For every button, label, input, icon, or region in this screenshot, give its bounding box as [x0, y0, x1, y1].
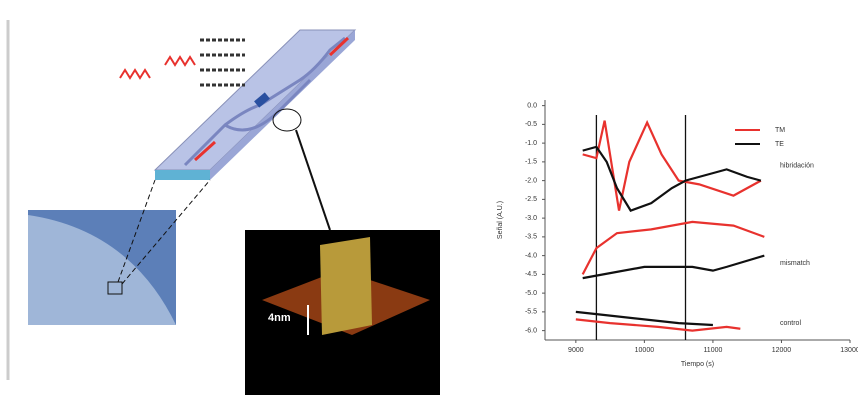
- y-tick-label: -3.0: [525, 215, 537, 222]
- y-tick-label: -2.5: [525, 196, 537, 203]
- data-line: [583, 256, 765, 279]
- chart: 0.0 -0.5 -1.0 -1.5 -2.0 -2.5 -3.0 -3.5 -4.0 -4.5 -…: [497, 100, 858, 368]
- chip-edge: [155, 170, 210, 180]
- y-tick-label: -1.5: [525, 159, 537, 166]
- afm-step: [320, 237, 372, 335]
- annotation: control: [780, 320, 801, 327]
- legend-label: TM: [775, 127, 785, 134]
- y-tick-label: -1.0: [525, 140, 537, 147]
- data-line: [583, 121, 761, 211]
- annotation: hibridación: [780, 162, 814, 169]
- y-axis-label: Señal (A.U.): [497, 201, 504, 239]
- annotation: mismatch: [780, 260, 810, 267]
- zoom-line: [296, 130, 330, 230]
- x-tick-label: 12000: [772, 347, 792, 354]
- waveguide-chip: [155, 30, 355, 170]
- page: {"illustration": {"height_label": "4nm"}…: [0, 0, 858, 401]
- figure: 4nm 0.0 -0.5 -1.0 -1.5 -2.0 -2.5 -3.0 -3.5 -4.0 -…: [0, 0, 858, 401]
- zoom-circle: [273, 109, 301, 131]
- x-tick-label: 9000: [568, 347, 584, 354]
- molecules: [120, 57, 195, 78]
- x-tick-label: 13000: [840, 347, 858, 354]
- y-tick-label: -3.5: [525, 234, 537, 241]
- y-tick-label: -2.0: [525, 177, 537, 184]
- illustration: 4nm: [28, 30, 440, 395]
- y-tick-label: -6.0: [525, 327, 537, 334]
- y-tick-label: -4.0: [525, 252, 537, 259]
- legend-label: TE: [775, 141, 784, 148]
- y-tick-label: -4.5: [525, 271, 537, 278]
- y-tick-label: -5.0: [525, 290, 537, 297]
- x-tick-label: 10000: [635, 347, 655, 354]
- molecule-stack: [200, 40, 245, 85]
- y-tick-label: -0.5: [525, 121, 537, 128]
- y-tick-label: 0.0: [527, 102, 537, 109]
- y-tick-label: -5.5: [525, 309, 537, 316]
- x-axis-label: Tiempo (s): [681, 361, 714, 368]
- height-label: 4nm: [268, 312, 291, 324]
- x-tick-label: 11000: [703, 347, 722, 354]
